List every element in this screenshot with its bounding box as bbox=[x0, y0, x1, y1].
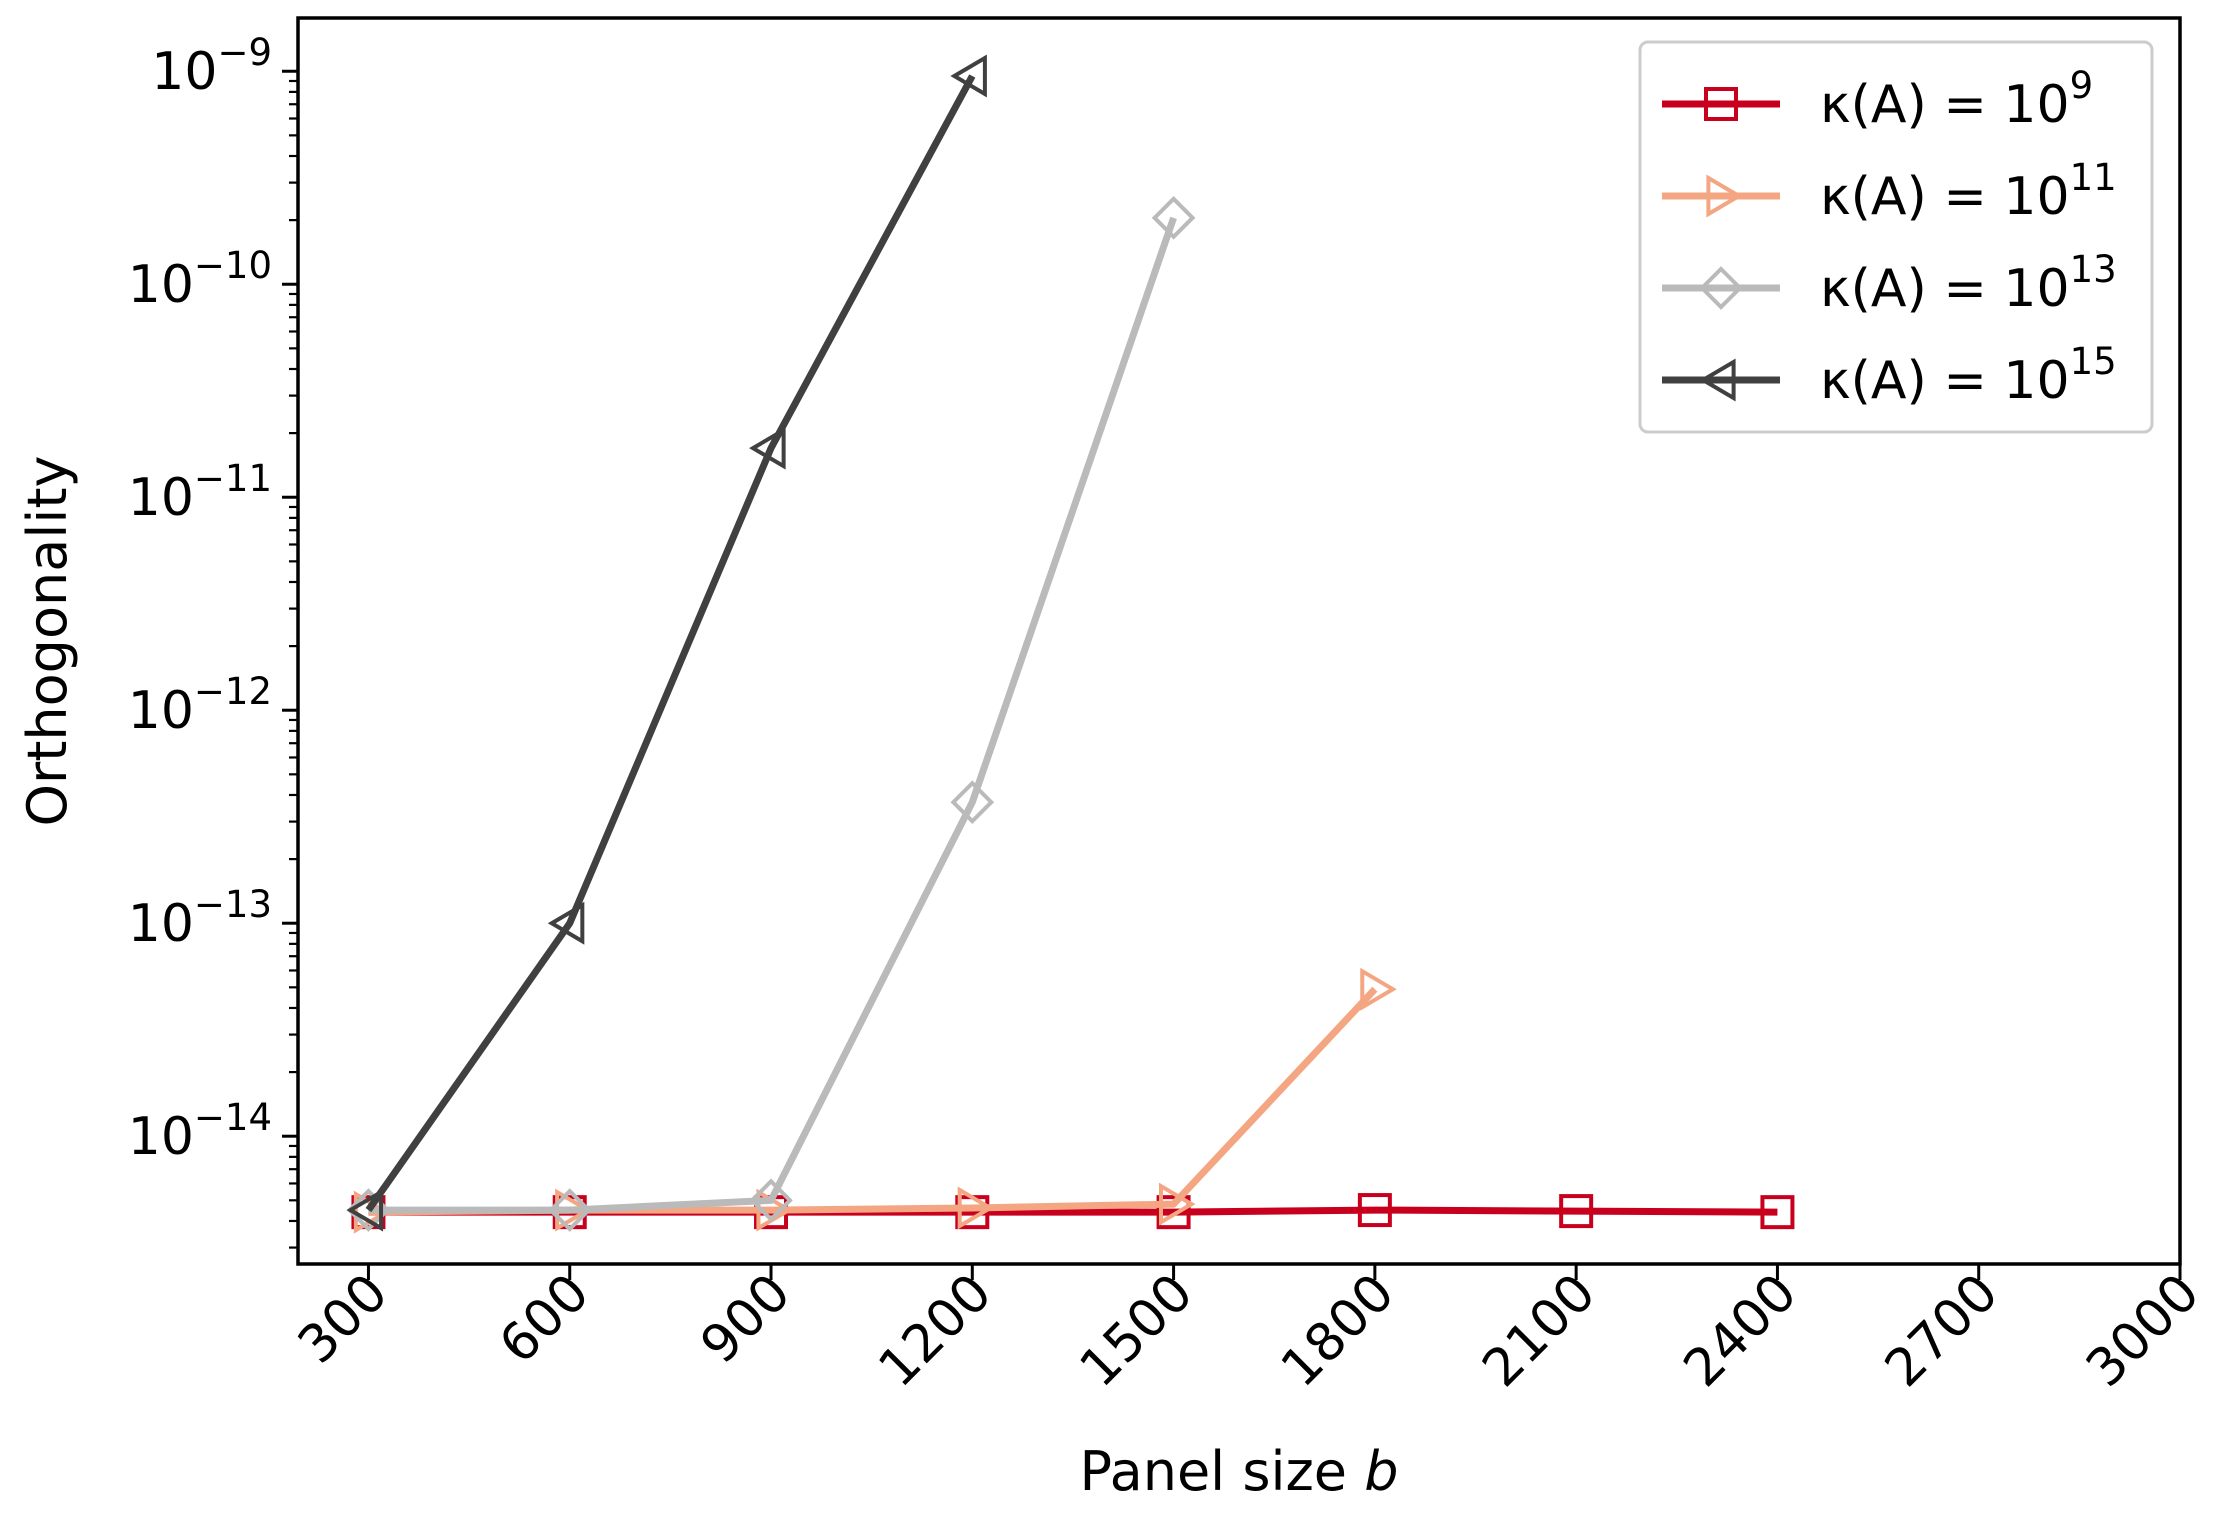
legend-label-base: κ(A) = 10 bbox=[1820, 75, 2070, 135]
y-tick-label-exp: −10 bbox=[194, 244, 272, 287]
legend-label-exp: 11 bbox=[2070, 156, 2117, 199]
x-tick-label: 2100 bbox=[1471, 1263, 1607, 1399]
x-tick-label: 900 bbox=[690, 1263, 803, 1376]
legend-label-base: κ(A) = 10 bbox=[1820, 167, 2070, 227]
legend-label: κ(A) = 109 bbox=[1820, 64, 2093, 135]
y-tick-label: 10−10 bbox=[128, 244, 272, 315]
legend-label-base: κ(A) = 10 bbox=[1820, 351, 2070, 411]
y-tick-label-base: 10 bbox=[128, 681, 194, 741]
data-point bbox=[1158, 1182, 1196, 1226]
x-axis-label-text: Panel size bbox=[1079, 1440, 1347, 1503]
y-tick-label-exp: −14 bbox=[194, 1096, 272, 1139]
data-point bbox=[346, 1188, 384, 1232]
y-tick-label-exp: −13 bbox=[194, 883, 272, 926]
x-tick-label: 3000 bbox=[2075, 1263, 2211, 1399]
x-tick-label: 600 bbox=[488, 1263, 601, 1376]
series-line bbox=[365, 74, 976, 1213]
data-point bbox=[749, 1178, 793, 1223]
y-tick-label-exp: −11 bbox=[194, 457, 272, 500]
y-tick-label-exp: −9 bbox=[217, 31, 272, 74]
series-layer bbox=[346, 54, 1795, 1234]
legend-box bbox=[1638, 40, 2154, 434]
y-tick-label-base: 10 bbox=[128, 468, 194, 528]
data-point bbox=[950, 780, 995, 825]
data-point bbox=[1559, 1194, 1594, 1229]
legend-entry: κ(A) = 109 bbox=[1662, 64, 2093, 135]
y-tick-label: 10−12 bbox=[128, 670, 272, 741]
legend-entry: κ(A) = 1015 bbox=[1662, 340, 2117, 411]
y-tick-label: 10−14 bbox=[128, 1096, 272, 1167]
legend-entry: κ(A) = 1011 bbox=[1662, 156, 2117, 227]
data-point bbox=[1156, 1195, 1191, 1230]
series-3 bbox=[346, 54, 987, 1232]
y-tick-label-base: 10 bbox=[128, 1107, 194, 1167]
x-tick-label: 1200 bbox=[867, 1263, 1003, 1399]
legend-marker bbox=[1704, 87, 1738, 121]
legend-label-exp: 15 bbox=[2070, 340, 2117, 383]
legend-entry: κ(A) = 1013 bbox=[1662, 248, 2117, 319]
x-tick-label: 2700 bbox=[1874, 1263, 2010, 1399]
x-tick-label: 300 bbox=[287, 1263, 400, 1376]
x-tick-label: 1800 bbox=[1270, 1263, 1406, 1399]
legend-label-base: κ(A) = 10 bbox=[1820, 259, 2070, 319]
y-tick-label-base: 10 bbox=[128, 255, 194, 315]
legend-label-exp: 9 bbox=[2070, 64, 2094, 107]
data-point bbox=[1760, 1195, 1795, 1230]
y-axis-label: Orthogonality bbox=[16, 456, 79, 827]
y-tick-label-exp: −12 bbox=[194, 670, 272, 713]
legend-marker bbox=[1699, 266, 1743, 310]
x-axis-label-var: b bbox=[1364, 1440, 1398, 1503]
data-point bbox=[1357, 1193, 1392, 1228]
x-tick-label: 2400 bbox=[1673, 1263, 1809, 1399]
legend-label: κ(A) = 1013 bbox=[1820, 248, 2117, 319]
data-point bbox=[950, 54, 987, 98]
legend-marker bbox=[1699, 358, 1736, 402]
y-tick-label: 10−11 bbox=[128, 457, 272, 528]
data-point bbox=[1360, 967, 1397, 1011]
plot-frame bbox=[296, 16, 2182, 1266]
y-tick-label-base: 10 bbox=[128, 894, 194, 954]
y-tick-label-base: 10 bbox=[151, 42, 217, 102]
y-tick-label: 10−13 bbox=[128, 883, 272, 954]
data-point bbox=[547, 901, 585, 945]
data-point bbox=[957, 1186, 995, 1230]
y-tick-label: 10−9 bbox=[151, 31, 272, 102]
data-point bbox=[547, 1188, 592, 1232]
legend-label: κ(A) = 1015 bbox=[1820, 340, 2117, 411]
x-axis-label: Panel size b bbox=[1079, 1440, 1398, 1503]
data-point bbox=[1151, 196, 1196, 240]
legend-label: κ(A) = 1011 bbox=[1820, 156, 2117, 227]
legend-label-exp: 13 bbox=[2070, 248, 2117, 291]
series-line bbox=[368, 216, 1177, 1214]
legend-marker bbox=[1706, 174, 1743, 218]
series-2 bbox=[346, 196, 1196, 1232]
data-point bbox=[749, 426, 786, 470]
x-tick-label: 1500 bbox=[1069, 1263, 1205, 1399]
series-line bbox=[368, 986, 1378, 1216]
